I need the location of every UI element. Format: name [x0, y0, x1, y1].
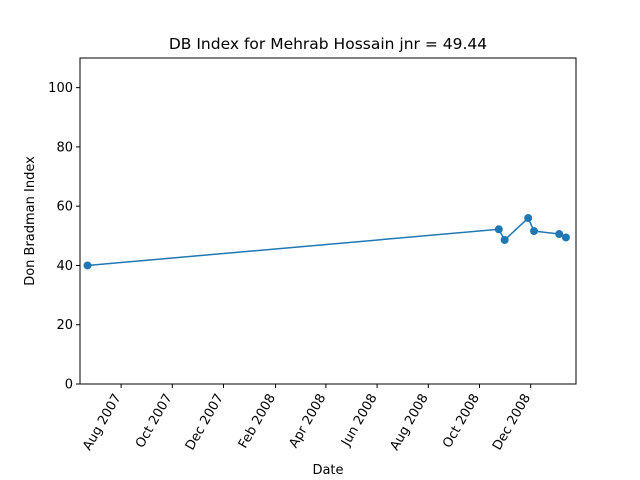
- data-point: [500, 235, 509, 244]
- data-point: [530, 227, 539, 236]
- y-tick-label: 100: [48, 81, 73, 96]
- data-point: [561, 233, 570, 242]
- chart-title: DB Index for Mehrab Hossain jnr = 49.44: [169, 35, 487, 53]
- data-point: [524, 214, 533, 223]
- data-point: [83, 261, 92, 270]
- y-tick-label: 60: [56, 200, 73, 215]
- x-axis-title: Date: [312, 463, 343, 478]
- data-point: [494, 225, 503, 234]
- y-tick-label: 0: [65, 378, 73, 393]
- data-point: [555, 230, 564, 239]
- y-tick-label: 20: [56, 318, 73, 333]
- plot-frame: [79, 57, 577, 385]
- y-axis-title: Don Bradman Index: [23, 156, 38, 286]
- y-tick-label: 80: [56, 140, 73, 155]
- series-layer: [83, 214, 570, 270]
- plot-area: [80, 58, 576, 384]
- y-tick-label: 40: [56, 259, 73, 274]
